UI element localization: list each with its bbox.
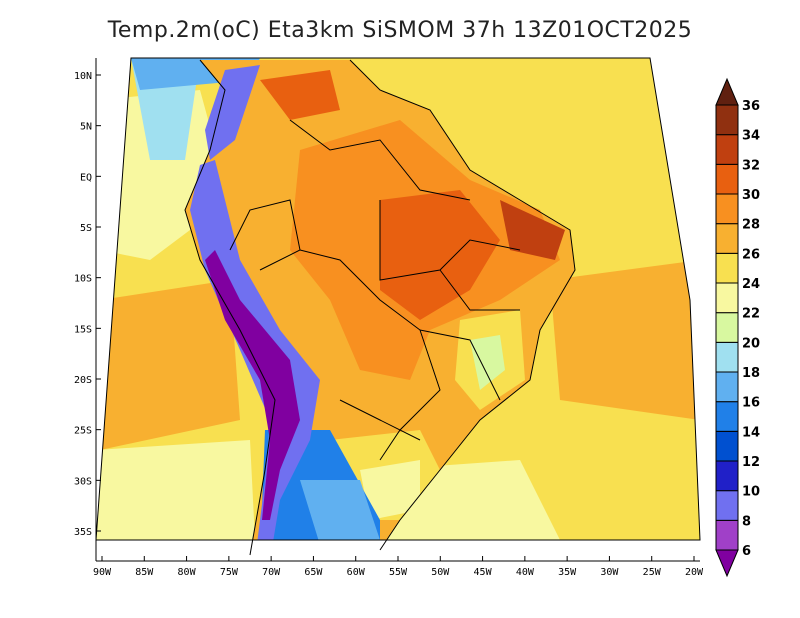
colorbar-segment: [715, 282, 739, 314]
colorbar-segment: [715, 312, 739, 343]
venezuela-hot: [260, 70, 340, 120]
colorbar-segment: [715, 252, 739, 284]
lon-tick-label: 30W: [600, 567, 619, 578]
colorbar-label: 32: [742, 158, 760, 173]
lon-tick-label: 20W: [685, 567, 704, 578]
lat-tick-label: 10S: [74, 274, 92, 285]
internal-border-3: [419, 329, 501, 401]
colorbar-label: 30: [742, 188, 760, 203]
colorbar-segment: [715, 104, 739, 136]
colorbar-label: 18: [742, 366, 760, 381]
lon-tick-label: 40W: [516, 567, 535, 578]
west-coastline: [184, 59, 276, 556]
lon-tick-label: 25W: [643, 567, 662, 578]
colorbar-label: 16: [742, 396, 760, 411]
lat-tick-label: 10N: [74, 71, 92, 82]
colorbar-label: 20: [742, 336, 760, 351]
northern-andes: [205, 65, 260, 160]
temperature-field: [96, 58, 700, 540]
lon-tick-label: 85W: [135, 567, 154, 578]
colorbar-label: 28: [742, 218, 760, 233]
colorbar-label: 6: [742, 544, 751, 559]
colorbar-segment: [715, 341, 739, 373]
lon-tick-label: 75W: [220, 567, 239, 578]
lat-tick-label: EQ: [80, 172, 92, 183]
lon-tick-label: 45W: [474, 567, 493, 578]
lat-tick-label: 35S: [74, 527, 92, 538]
colorbar-label: 36: [742, 99, 760, 114]
internal-border-2: [439, 269, 520, 311]
colorbar-segment: [715, 371, 739, 403]
colorbar-label: 8: [742, 514, 751, 529]
atlantic-warm-patch: [550, 260, 700, 420]
northeast-hottest: [500, 200, 565, 260]
colorbar-label: 12: [742, 455, 760, 470]
colorbar-label: 14: [742, 425, 760, 440]
colorbar-label: 22: [742, 307, 760, 322]
lat-tick-label: 25S: [74, 426, 92, 437]
colorbar-segment: [715, 490, 739, 521]
domain-outline: [95, 57, 701, 541]
colorbar-segment: [715, 460, 739, 492]
colorbar-segment: [715, 519, 739, 551]
patagonia-mild: [300, 480, 380, 540]
lon-tick-label: 35W: [558, 567, 577, 578]
colorbar-segment: [715, 430, 739, 462]
lon-tick-label: 50W: [431, 567, 450, 578]
peru-border: [229, 199, 301, 271]
lon-tick-label: 90W: [93, 567, 112, 578]
colorbar-segment: [715, 401, 739, 432]
map-axes: 90W 85W 80W 75W 70W 65W 60W 55W 50W 45W 40W 35W 30W 2…: [74, 58, 704, 578]
highlands-cool: [470, 335, 505, 390]
east-coastline: [349, 59, 576, 551]
colorbar-label: 26: [742, 247, 760, 262]
ocean-warm-patch: [100, 280, 240, 450]
lon-tick-label: 60W: [347, 567, 366, 578]
lat-tick-label: 5N: [80, 122, 92, 133]
ocean-south-patch: [96, 440, 255, 540]
internal-border-4: [339, 399, 421, 441]
colorbar-segment: [715, 223, 739, 254]
lon-tick-label: 55W: [389, 567, 408, 578]
colorbar-label: 10: [742, 485, 760, 500]
colorbar-segment: [715, 193, 739, 225]
lat-tick-label: 15S: [74, 324, 92, 335]
lat-tick-label: 20S: [74, 375, 92, 386]
lon-tick-label: 80W: [178, 567, 197, 578]
lat-tick-label: 5S: [80, 223, 92, 234]
uruguay-region: [360, 460, 420, 520]
lat-tick-label: 30S: [74, 476, 92, 487]
coastlines-borders: [184, 59, 576, 556]
lon-tick-label: 70W: [262, 567, 281, 578]
lon-tick-label: 65W: [304, 567, 323, 578]
northern-border: [289, 119, 471, 201]
colorbar-label: 24: [742, 277, 760, 292]
andes-coldest: [205, 250, 300, 520]
core-hot: [380, 190, 500, 320]
colorbar-segment: [715, 134, 739, 165]
colorbar-segment: [715, 163, 739, 195]
colorbar: 6 8 10 12 14 16 18 20 22 24 26 28 30 32 34 36: [715, 77, 760, 578]
colorbar-bottom-arrow: [715, 549, 739, 578]
map-title: Temp.2m(oC) Eta3km SiSMOM 37h 13Z01OCT20…: [107, 18, 693, 43]
colorbar-label: 34: [742, 129, 760, 144]
colorbar-top-arrow: [715, 77, 739, 106]
